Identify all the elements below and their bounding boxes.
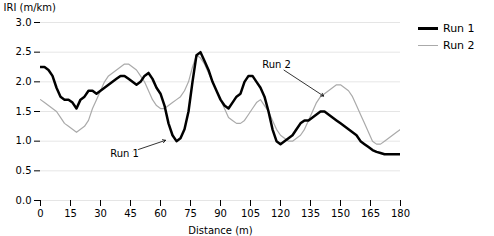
svg-text:0.5: 0.5 — [16, 165, 32, 176]
svg-text:3.0: 3.0 — [16, 17, 32, 28]
svg-text:45: 45 — [124, 208, 137, 219]
svg-text:Run 1: Run 1 — [110, 148, 139, 159]
svg-text:1.5: 1.5 — [16, 106, 32, 117]
svg-text:IRI (m/km): IRI (m/km) — [4, 2, 57, 13]
svg-text:2.5: 2.5 — [16, 46, 32, 57]
html-text:Run 1: Run 1 — [443, 22, 475, 35]
svg-text:150: 150 — [331, 208, 350, 219]
svg-text:0.0: 0.0 — [16, 195, 32, 206]
svg-text:30: 30 — [94, 208, 107, 219]
html-text:Run 2: Run 2 — [443, 39, 475, 52]
svg-text:Run 2: Run 2 — [262, 59, 291, 70]
svg-text:0: 0 — [37, 208, 43, 219]
svg-text:165: 165 — [361, 208, 380, 219]
svg-text:2.0: 2.0 — [16, 76, 32, 87]
svg-text:105: 105 — [241, 208, 260, 219]
svg-text:180: 180 — [391, 208, 410, 219]
svg-text:75: 75 — [184, 208, 197, 219]
svg-text:90: 90 — [214, 208, 227, 219]
svg-text:15: 15 — [64, 208, 77, 219]
svg-text:120: 120 — [271, 208, 290, 219]
svg-text:135: 135 — [301, 208, 320, 219]
svg-text:Distance (m): Distance (m) — [188, 225, 253, 236]
svg-text:60: 60 — [154, 208, 167, 219]
svg-text:1.0: 1.0 — [16, 135, 32, 146]
